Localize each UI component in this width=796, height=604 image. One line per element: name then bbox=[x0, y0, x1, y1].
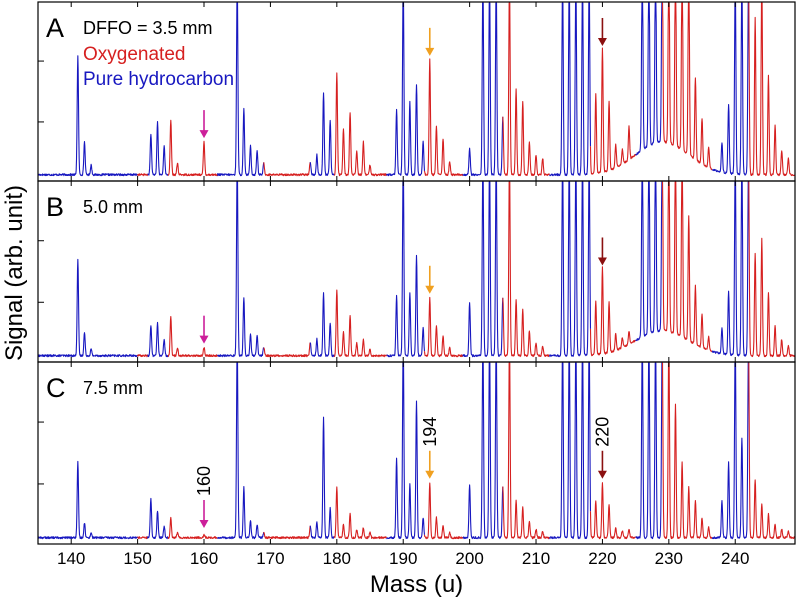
marker-220-arrow-head bbox=[597, 470, 607, 479]
hydrocarbon-trace-segment bbox=[216, 181, 264, 358]
oxygenated-trace-segment bbox=[661, 2, 713, 171]
marker-194-arrow-head bbox=[425, 285, 435, 294]
hydrocarbon-trace-segment bbox=[217, 362, 265, 540]
oxygenated-trace-segment bbox=[748, 362, 795, 540]
hydrocarbon-trace-segment bbox=[386, 2, 426, 177]
oxygenated-trace-segment bbox=[137, 536, 149, 540]
x-tick-label: 220 bbox=[588, 549, 616, 568]
oxygenated-trace-segment bbox=[263, 342, 311, 358]
mass-label-194: 194 bbox=[420, 417, 440, 447]
hydrocarbon-trace-segment bbox=[635, 2, 663, 156]
marker-160-arrow-head bbox=[199, 520, 209, 528]
legend-oxygenated: Oxygenated bbox=[83, 44, 185, 65]
marker-160-arrow-head bbox=[199, 335, 209, 344]
oxygenated-trace-segment bbox=[333, 72, 387, 177]
hydrocarbon-trace-segment bbox=[549, 181, 592, 358]
x-tick-label: 140 bbox=[57, 549, 85, 568]
hydrocarbon-trace-segment bbox=[386, 362, 426, 540]
spectra-traces bbox=[38, 2, 795, 540]
panel-c-label: 7.5 mm bbox=[83, 378, 143, 398]
oxygenated-trace-segment bbox=[263, 525, 311, 540]
oxygenated-trace-segment bbox=[333, 289, 387, 358]
x-axis-title: Mass (u) bbox=[370, 571, 463, 598]
hydrocarbon-trace-segment bbox=[711, 362, 749, 540]
hydrocarbon-trace-segment bbox=[386, 181, 426, 358]
x-tick-label: 190 bbox=[389, 549, 417, 568]
panel-a-label: DFFO = 3.5 mm bbox=[83, 18, 213, 38]
x-tick-label: 180 bbox=[323, 549, 351, 568]
oxygenated-trace-segment bbox=[661, 181, 713, 353]
hydrocarbon-trace-segment bbox=[635, 362, 663, 540]
oxygenated-trace-segment bbox=[661, 362, 713, 540]
hydrocarbon-trace-segment bbox=[462, 2, 504, 177]
hydrocarbon-trace-segment bbox=[147, 321, 169, 358]
marker-194-arrow-head bbox=[425, 470, 435, 479]
y-axis-title: Signal (arb. unit) bbox=[1, 185, 28, 361]
panel-a-traces bbox=[38, 2, 795, 177]
hydrocarbon-trace-segment bbox=[147, 497, 169, 540]
panel-a-letter: A bbox=[46, 13, 64, 43]
panel-c-frame bbox=[37, 361, 796, 545]
hydrocarbon-trace-segment bbox=[711, 181, 749, 357]
oxygenated-trace-segment bbox=[423, 58, 464, 177]
oxygenated-trace-segment bbox=[748, 2, 795, 177]
oxygenated-trace-segment bbox=[167, 316, 218, 358]
hydrocarbon-trace-segment bbox=[309, 292, 335, 358]
oxygenated-trace-segment bbox=[263, 162, 311, 177]
panel-c-traces bbox=[38, 362, 795, 540]
x-tick-label: 230 bbox=[655, 549, 683, 568]
oxygenated-trace-segment bbox=[589, 482, 636, 540]
x-tick-label: 170 bbox=[256, 549, 284, 568]
axis-ticks bbox=[38, 2, 736, 544]
oxygenated-trace-segment bbox=[502, 362, 550, 540]
oxygenated-trace-segment bbox=[423, 296, 464, 358]
x-tick-label: 240 bbox=[721, 549, 749, 568]
panel-b-label: 5.0 mm bbox=[83, 197, 143, 217]
hydrocarbon-trace-segment bbox=[462, 181, 504, 358]
panel-frames bbox=[37, 1, 796, 545]
marker-194-arrow-head bbox=[425, 47, 435, 56]
oxygenated-trace-segment bbox=[137, 354, 149, 358]
peak-markers bbox=[199, 17, 607, 528]
hydrocarbon-trace-segment bbox=[711, 2, 749, 176]
x-tick-label: 160 bbox=[190, 549, 218, 568]
marker-220-arrow-head bbox=[597, 257, 607, 266]
panel-b-letter: B bbox=[46, 192, 64, 222]
hydrocarbon-trace-segment bbox=[549, 2, 592, 177]
hydrocarbon-trace-segment bbox=[147, 121, 169, 176]
hydrocarbon-trace-segment bbox=[38, 460, 139, 540]
panel-b-traces bbox=[38, 181, 795, 358]
x-tick-label: 200 bbox=[455, 549, 483, 568]
legend-pure-hydrocarbon: Pure hydrocarbon bbox=[83, 69, 234, 90]
hydrocarbon-trace-segment bbox=[635, 181, 663, 342]
panel-c-letter: C bbox=[46, 373, 66, 403]
oxygenated-trace-segment bbox=[137, 173, 149, 177]
x-tick-label: 150 bbox=[123, 549, 151, 568]
hydrocarbon-trace-segment bbox=[38, 258, 139, 358]
hydrocarbon-trace-segment bbox=[462, 362, 504, 540]
hydrocarbon-trace-segment bbox=[549, 362, 592, 540]
oxygenated-trace-segment bbox=[502, 2, 550, 177]
hydrocarbon-trace-segment bbox=[216, 2, 265, 177]
oxygenated-trace-segment bbox=[167, 516, 218, 540]
chart-text: Mass (u) Signal (arb. unit) Oxygenated P… bbox=[1, 13, 749, 598]
mass-label-160: 160 bbox=[194, 466, 214, 496]
oxygenated-trace-segment bbox=[167, 119, 218, 177]
mass-label-220: 220 bbox=[592, 417, 612, 447]
oxygenated-trace-segment bbox=[502, 181, 550, 358]
hydrocarbon-trace-segment bbox=[38, 55, 139, 177]
x-tick-label: 210 bbox=[522, 549, 550, 568]
oxygenated-trace-segment bbox=[589, 266, 636, 357]
oxygenated-trace-segment bbox=[333, 486, 388, 540]
oxygenated-trace-segment bbox=[423, 482, 464, 540]
marker-160-arrow-head bbox=[199, 130, 209, 139]
oxygenated-trace-segment bbox=[589, 47, 637, 175]
oxygenated-trace-segment bbox=[748, 181, 795, 358]
marker-220-arrow-head bbox=[597, 37, 607, 46]
hydrocarbon-trace-segment bbox=[309, 416, 335, 539]
hydrocarbon-trace-segment bbox=[309, 92, 335, 177]
